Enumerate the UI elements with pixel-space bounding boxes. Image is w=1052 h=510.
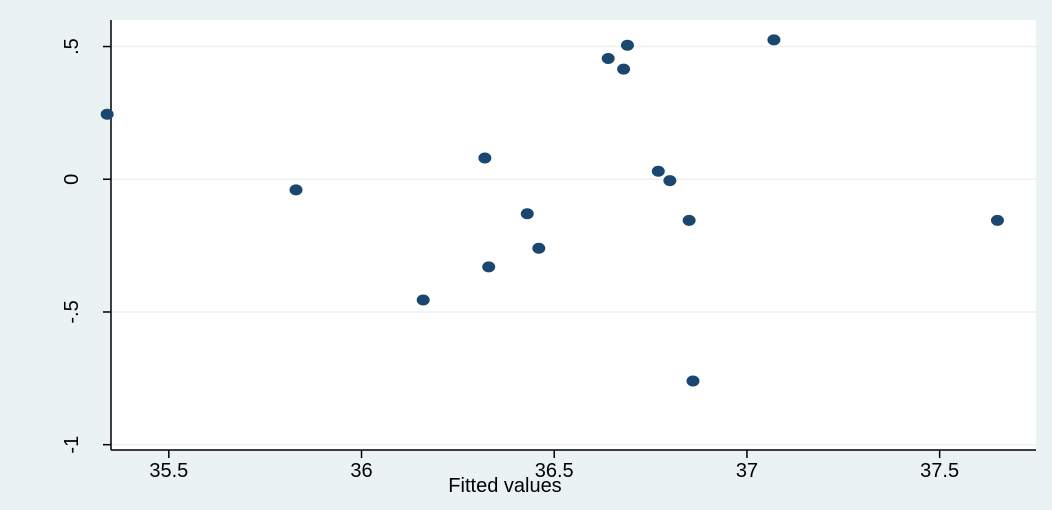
data-point bbox=[478, 152, 492, 164]
x-tick-label: 36 bbox=[350, 460, 372, 482]
y-tick-label: .5 bbox=[61, 38, 83, 55]
axes bbox=[110, 20, 1036, 451]
data-point bbox=[682, 214, 696, 226]
x-tick-label: 37.5 bbox=[920, 460, 959, 482]
data-point bbox=[651, 165, 665, 177]
data-point bbox=[767, 34, 781, 46]
data-point bbox=[482, 261, 496, 273]
data-point bbox=[520, 208, 534, 220]
plot-area bbox=[111, 20, 1036, 450]
data-point bbox=[620, 39, 634, 51]
ticks: -1 -.5 0 .5 35.5 36 36.5 37 37.5 bbox=[61, 38, 959, 482]
data-point bbox=[532, 242, 546, 254]
x-tick-label: 35.5 bbox=[149, 460, 188, 482]
data-point bbox=[416, 294, 430, 306]
data-point bbox=[686, 375, 700, 387]
data-point bbox=[990, 214, 1004, 226]
data-point bbox=[601, 52, 615, 64]
y-tick-label: -1 bbox=[61, 436, 83, 454]
data-point bbox=[289, 184, 303, 196]
data-point bbox=[100, 108, 114, 120]
x-tick-label: 36.5 bbox=[535, 460, 574, 482]
data-point bbox=[663, 175, 677, 187]
y-tick-label: 0 bbox=[61, 174, 83, 185]
x-tick-label: 37 bbox=[736, 460, 758, 482]
x-axis-title: Fitted values bbox=[448, 475, 561, 497]
data-points bbox=[100, 34, 1004, 387]
data-point bbox=[617, 63, 631, 75]
y-tick-label: -.5 bbox=[61, 300, 83, 323]
gridlines bbox=[111, 45, 1036, 446]
